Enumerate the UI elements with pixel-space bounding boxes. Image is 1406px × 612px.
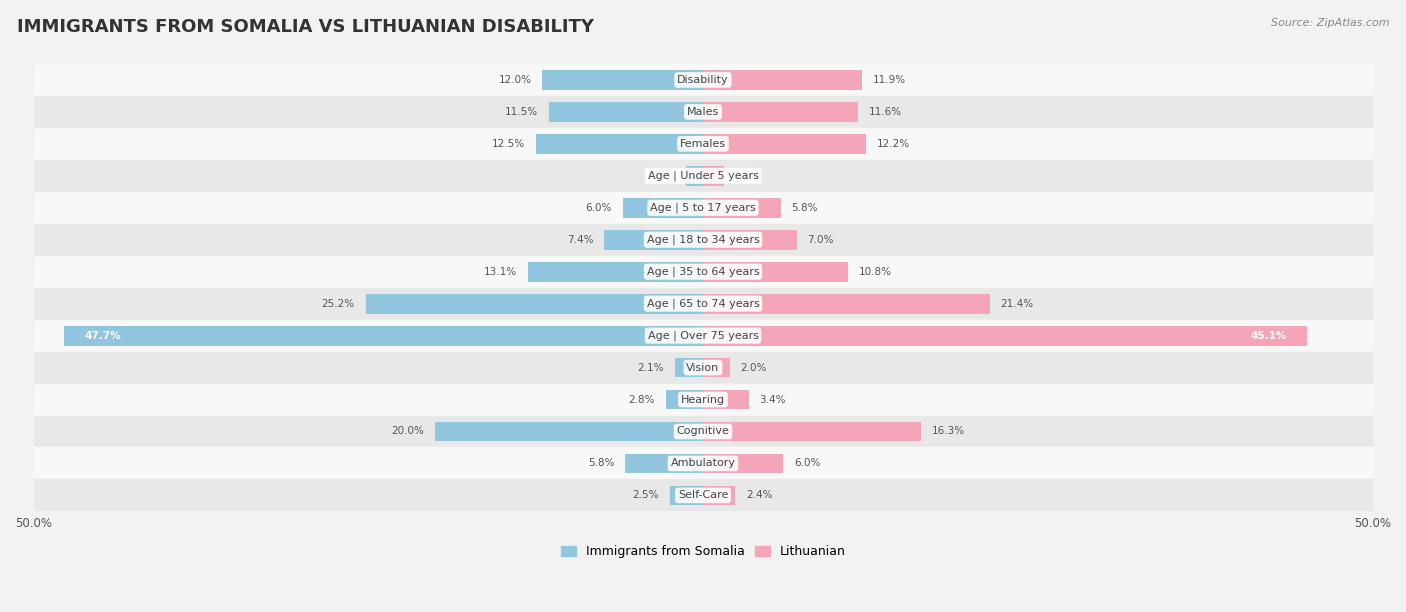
Text: 1.3%: 1.3% [648,171,675,181]
Text: 12.0%: 12.0% [499,75,531,85]
Bar [527,262,703,282]
Text: Vision: Vision [686,362,720,373]
Bar [34,351,1372,384]
Bar [703,453,783,473]
Text: Age | Over 75 years: Age | Over 75 years [648,330,758,341]
Bar [703,262,848,282]
Bar [703,422,921,441]
Bar [703,166,724,185]
Bar [34,256,1372,288]
Text: 16.3%: 16.3% [932,427,965,436]
Bar [34,288,1372,319]
Text: Age | 5 to 17 years: Age | 5 to 17 years [650,203,756,213]
Text: 11.5%: 11.5% [505,107,538,117]
Bar [543,70,703,90]
Bar [703,134,866,154]
Bar [34,447,1372,479]
Bar [34,479,1372,512]
Text: 11.6%: 11.6% [869,107,903,117]
Bar [34,224,1372,256]
Text: 21.4%: 21.4% [1000,299,1033,308]
Bar [703,198,780,218]
Text: 6.0%: 6.0% [585,203,612,213]
Bar [605,230,703,250]
Text: 20.0%: 20.0% [392,427,425,436]
Bar [34,319,1372,351]
Bar [548,102,703,122]
Bar [34,384,1372,416]
Bar [626,453,703,473]
Bar [34,192,1372,224]
Bar [34,96,1372,128]
Legend: Immigrants from Somalia, Lithuanian: Immigrants from Somalia, Lithuanian [555,540,851,563]
Bar [675,357,703,378]
Text: 47.7%: 47.7% [84,330,121,341]
Bar [623,198,703,218]
Text: 5.8%: 5.8% [792,203,818,213]
Text: Disability: Disability [678,75,728,85]
Text: Source: ZipAtlas.com: Source: ZipAtlas.com [1271,18,1389,28]
Text: 12.2%: 12.2% [877,139,910,149]
Text: 13.1%: 13.1% [484,267,517,277]
Bar [536,134,703,154]
Bar [436,422,703,441]
Text: Females: Females [681,139,725,149]
Bar [65,326,703,346]
Bar [703,326,1308,346]
Text: 2.4%: 2.4% [745,490,772,501]
Text: 3.4%: 3.4% [759,395,786,405]
Text: 2.8%: 2.8% [628,395,655,405]
Text: 7.4%: 7.4% [567,235,593,245]
Text: 1.6%: 1.6% [735,171,762,181]
Bar [34,64,1372,96]
Text: 6.0%: 6.0% [794,458,821,468]
Text: 25.2%: 25.2% [322,299,354,308]
Text: 11.9%: 11.9% [873,75,907,85]
Bar [669,485,703,506]
Bar [686,166,703,185]
Text: 2.5%: 2.5% [633,490,659,501]
Bar [703,390,748,409]
Text: 12.5%: 12.5% [492,139,524,149]
Text: Cognitive: Cognitive [676,427,730,436]
Bar [34,416,1372,447]
Text: IMMIGRANTS FROM SOMALIA VS LITHUANIAN DISABILITY: IMMIGRANTS FROM SOMALIA VS LITHUANIAN DI… [17,18,593,36]
Text: 10.8%: 10.8% [858,267,891,277]
Text: Age | 35 to 64 years: Age | 35 to 64 years [647,266,759,277]
Bar [665,390,703,409]
Text: Age | 18 to 34 years: Age | 18 to 34 years [647,234,759,245]
Text: Self-Care: Self-Care [678,490,728,501]
Text: 2.1%: 2.1% [638,362,664,373]
Text: 5.8%: 5.8% [588,458,614,468]
Text: Age | Under 5 years: Age | Under 5 years [648,171,758,181]
Text: 45.1%: 45.1% [1250,330,1286,341]
Bar [703,230,797,250]
Bar [703,485,735,506]
Text: 2.0%: 2.0% [741,362,766,373]
Bar [703,70,862,90]
Bar [703,102,858,122]
Text: Age | 65 to 74 years: Age | 65 to 74 years [647,299,759,309]
Bar [34,160,1372,192]
Bar [34,128,1372,160]
Text: Males: Males [688,107,718,117]
Text: Ambulatory: Ambulatory [671,458,735,468]
Bar [703,357,730,378]
Bar [366,294,703,313]
Bar [703,294,990,313]
Text: Hearing: Hearing [681,395,725,405]
Text: 7.0%: 7.0% [807,235,834,245]
